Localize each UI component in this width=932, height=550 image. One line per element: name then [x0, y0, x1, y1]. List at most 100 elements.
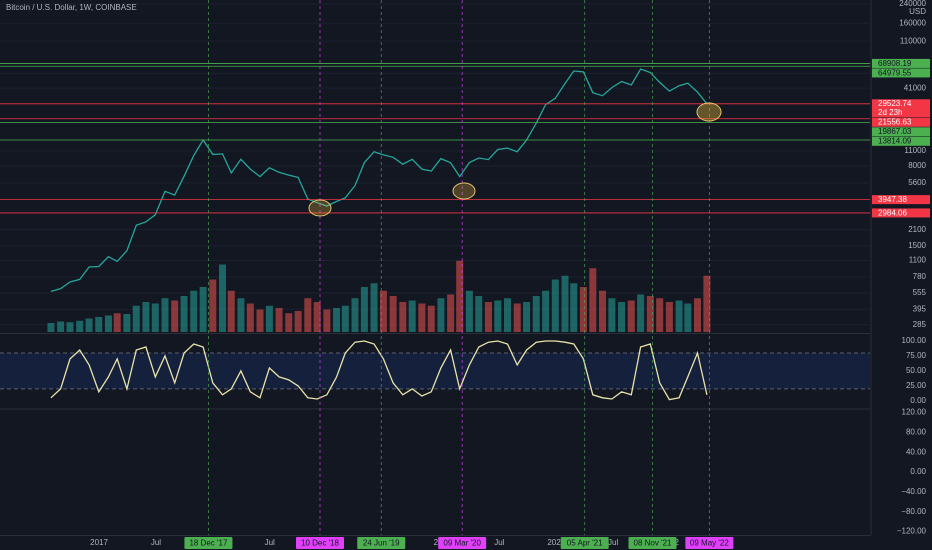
- volume-bar: [465, 290, 473, 332]
- volume-bar: [57, 321, 65, 332]
- date-tag-label: 10 Dec '18: [301, 539, 340, 548]
- volume-bar: [684, 303, 692, 332]
- date-tag: [184, 537, 233, 549]
- date-tag-label: 08 Nov '21: [634, 539, 673, 548]
- x-tick-label: Jul: [151, 538, 161, 547]
- price-tag-label: 29523.74: [878, 99, 912, 108]
- price-tag: [872, 208, 930, 218]
- volume-bar: [190, 290, 198, 332]
- price-tag: [872, 136, 930, 146]
- y-tick-label: 11000: [904, 146, 926, 155]
- volume-bar: [351, 298, 359, 332]
- date-tag: [357, 537, 406, 549]
- volume-bar: [627, 300, 635, 332]
- price-tag-label: 19867.03: [878, 127, 912, 136]
- price-tag-label: 64979.55: [878, 68, 912, 77]
- series-line: [50, 340, 708, 401]
- date-tag: [560, 537, 609, 549]
- highlight-ellipse: [452, 182, 476, 200]
- y-tick-label: 110000: [900, 36, 927, 45]
- volume-bar: [589, 268, 597, 332]
- y-tick-label: −40.00: [901, 487, 926, 496]
- volume-bar: [341, 305, 349, 332]
- volume-bar: [379, 290, 387, 332]
- y-tick-label: 41000: [904, 83, 927, 92]
- highlight-ellipse: [308, 199, 332, 217]
- volume-bar: [113, 313, 121, 332]
- volume-bar: [513, 303, 521, 332]
- y-tick-label: 0.00: [910, 396, 926, 405]
- volume-bar: [370, 283, 378, 332]
- volume-bar: [579, 287, 587, 332]
- price-tag: [872, 99, 930, 118]
- price-tag-label: 21556.63: [878, 118, 912, 127]
- panes: [0, 0, 932, 536]
- y-tick-label: 555: [913, 288, 927, 297]
- series-line: [50, 68, 708, 293]
- volume-bar: [199, 287, 207, 332]
- volume-bar: [608, 298, 616, 332]
- volume-bar: [323, 309, 331, 332]
- price-tag: [872, 68, 930, 78]
- volume-bar: [408, 300, 416, 332]
- volume-bar: [437, 298, 445, 332]
- volume-bar: [494, 300, 502, 332]
- volume-bar: [656, 298, 664, 332]
- price-tag: [872, 117, 930, 127]
- volume-bar: [275, 308, 283, 332]
- volume-bar: [66, 322, 74, 332]
- price-tag-label: 2984.06: [878, 208, 907, 217]
- volume-bar: [246, 303, 254, 332]
- price-tag: [872, 127, 930, 137]
- date-tag-label: 24 Jun '19: [363, 539, 400, 548]
- volume-bar: [504, 298, 511, 332]
- volume-bar: [151, 303, 159, 332]
- y-tick-label: −80.00: [901, 507, 926, 516]
- volume-bar: [304, 298, 312, 332]
- volume-bar: [256, 309, 264, 332]
- y-tick-label: 240000: [899, 0, 926, 8]
- volume-bar: [703, 275, 711, 332]
- y-tick-label: 75.00: [906, 351, 927, 360]
- y-tick-label: 395: [913, 304, 927, 313]
- x-tick-label: 2017: [90, 538, 108, 547]
- volume-bar: [418, 303, 426, 332]
- volume-bar: [294, 311, 302, 332]
- date-tag-label: 09 Mar '20: [443, 539, 481, 548]
- volume-bar: [399, 302, 407, 332]
- price-tag-label: 3947.38: [878, 195, 907, 204]
- volume-bar: [123, 314, 131, 332]
- volume-bar: [675, 300, 683, 332]
- volume-bar: [637, 294, 645, 332]
- y-tick-label: 120.00: [902, 408, 927, 417]
- date-tag: [438, 537, 487, 549]
- date-tag: [296, 537, 344, 549]
- y-tick-label: 160000: [899, 18, 926, 27]
- volume-bar: [85, 318, 93, 332]
- y-tick-label: 5600: [908, 178, 926, 187]
- y-tick-label: 80.00: [906, 427, 927, 436]
- volume-bar: [618, 302, 626, 332]
- price-tag: [872, 195, 930, 205]
- date-tag-label: 05 Apr '21: [567, 539, 603, 548]
- volume-bar: [95, 317, 103, 332]
- volume-bar: [599, 290, 606, 332]
- volume-bar: [285, 313, 293, 332]
- volume-bar: [313, 302, 321, 332]
- volume-bar: [227, 290, 235, 332]
- volume-bar: [551, 279, 559, 332]
- volume-bar: [523, 302, 531, 332]
- y-tick-label: 0.00: [910, 467, 926, 476]
- x-tick-label: Jul: [608, 538, 618, 547]
- axis-background: [871, 0, 932, 550]
- volume-bar: [180, 296, 188, 332]
- date-tag: [628, 537, 677, 549]
- volume-bar: [265, 305, 273, 332]
- y-tick-label: 25.00: [906, 381, 927, 390]
- volume-bar: [360, 287, 368, 332]
- highlight-ellipse: [696, 102, 722, 122]
- tags: 2017JulJul20192020Jul2021Jul202218 Dec '…: [90, 59, 930, 549]
- y-tick-label: 100.00: [902, 336, 927, 345]
- y-tick-label: −120.00: [897, 527, 927, 536]
- volume-bar: [389, 296, 397, 332]
